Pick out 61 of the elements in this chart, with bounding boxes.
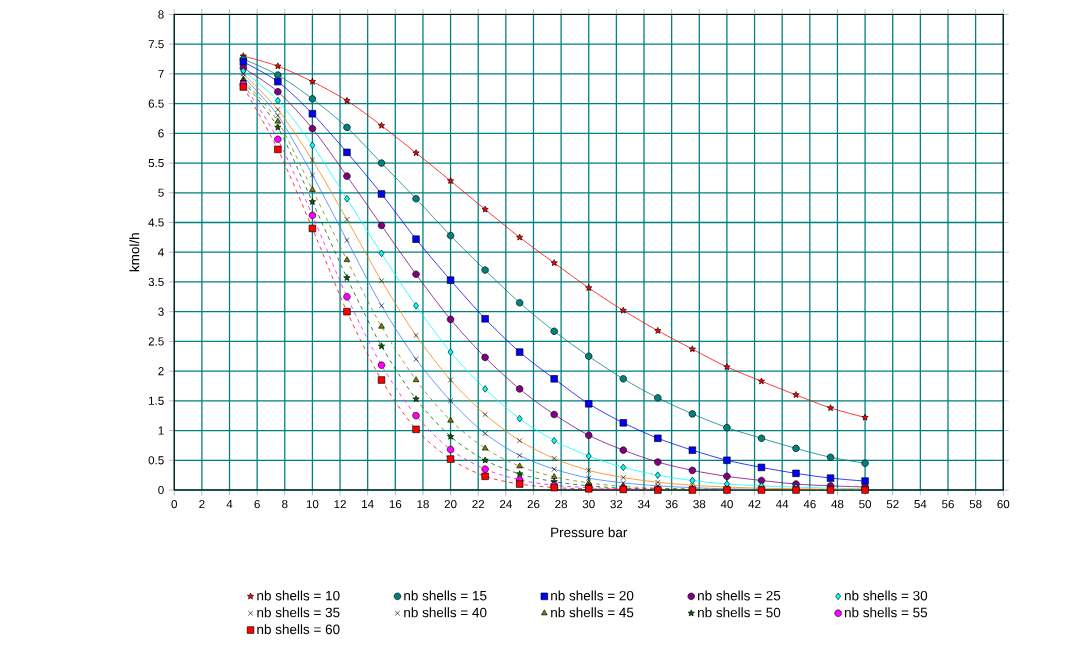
y-tick-label: 1 (158, 426, 164, 435)
x-tick-label: 0 (171, 499, 178, 509)
x-tick-label: 56 (942, 499, 954, 509)
x-tick-label: 58 (969, 499, 982, 509)
x-tick-label: 22 (472, 499, 485, 509)
y-tick-label: 4.5 (148, 218, 164, 227)
y-tick-label: 0.5 (148, 456, 164, 465)
x-tick-label: 24 (500, 499, 512, 509)
legend-label: nb shells = 40 (404, 607, 487, 618)
x-tick-label: 10 (306, 499, 319, 509)
x-tick-label: 4 (226, 499, 233, 508)
legend-label: nb shells = 60 (257, 624, 340, 635)
x-tick-label: 38 (693, 499, 706, 509)
x-tick-label: 8 (282, 499, 288, 509)
y-tick-label: 5 (158, 188, 164, 197)
legend-label: nb shells = 30 (844, 590, 928, 601)
y-axis-title: kmol/h (129, 233, 140, 272)
x-tick-label: 50 (859, 499, 872, 509)
x-tick-label: 60 (997, 499, 1010, 509)
y-tick-label: 2.5 (148, 337, 164, 346)
y-tick-label: 6 (158, 129, 164, 138)
x-tick-label: 40 (720, 499, 733, 509)
x-tick-label: 28 (555, 499, 568, 509)
legend-label: nb shells = 45 (551, 607, 634, 618)
y-tick-label: 6.5 (148, 99, 164, 108)
legend-label: nb shells = 20 (551, 590, 634, 601)
x-tick-label: 14 (362, 499, 374, 508)
x-tick-label: 26 (527, 499, 540, 509)
x-tick-label: 16 (389, 499, 402, 509)
y-tick-label: 3 (158, 307, 164, 316)
x-tick-label: 32 (610, 499, 623, 509)
x-tick-label: 54 (914, 499, 927, 509)
y-tick-label: 7.5 (148, 40, 164, 49)
x-tick-label: 42 (748, 499, 761, 509)
x-tick-label: 18 (417, 499, 429, 509)
legend-label: nb shells = 15 (404, 590, 487, 601)
x-tick-label: 46 (803, 499, 816, 509)
y-tick-label: 1.5 (149, 396, 164, 405)
y-tick-label: 2 (158, 367, 164, 376)
x-tick-label: 34 (638, 499, 651, 509)
y-tick-label: 4 (158, 248, 164, 257)
legend-label: nb shells = 25 (698, 590, 781, 601)
x-tick-label: 6 (254, 499, 260, 509)
legend-label: nb shells = 50 (698, 607, 781, 618)
legend-label: nb shells = 10 (257, 590, 340, 601)
x-tick-label: 20 (444, 499, 457, 509)
y-tick-label: 8 (158, 10, 164, 19)
x-tick-label: 2 (199, 499, 205, 509)
legend-label: nb shells = 35 (257, 607, 340, 618)
x-tick-label: 30 (582, 499, 595, 509)
x-tick-label: 48 (831, 499, 844, 509)
x-tick-label: 12 (334, 499, 346, 509)
legend-label: nb shells = 55 (844, 607, 928, 618)
y-tick-label: 0 (158, 485, 164, 495)
x-tick-label: 44 (776, 499, 789, 508)
y-tick-label: 3.5 (148, 277, 164, 286)
x-tick-label: 36 (665, 499, 678, 509)
y-tick-label: 7 (158, 69, 164, 78)
x-axis-title: Pressure bar (551, 527, 628, 538)
x-tick-label: 52 (886, 499, 899, 509)
y-tick-label: 5.5 (148, 158, 164, 168)
